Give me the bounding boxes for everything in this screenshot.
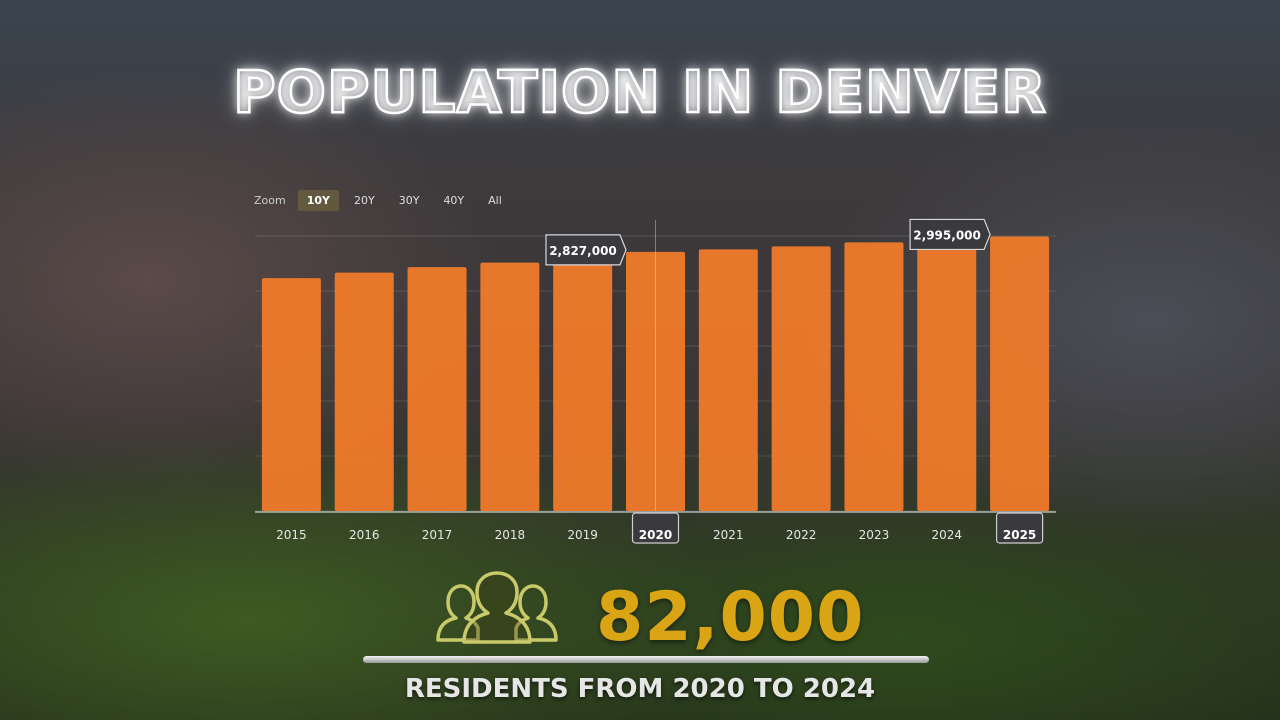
highlight-label-box	[995, 512, 1044, 544]
bar-2021[interactable]	[698, 249, 758, 511]
data-label: 2,995,000	[913, 228, 981, 242]
bar-2023[interactable]	[844, 242, 904, 511]
stat-value: 82,000	[596, 578, 865, 657]
x-tick-label: 2018	[495, 528, 526, 542]
zoom-40y-button[interactable]: 40Y	[443, 194, 465, 207]
zoom-selector: Zoom 10Y 20Y 30Y 40Y All	[254, 190, 511, 211]
bar-2017[interactable]	[407, 267, 467, 511]
chart-title: POPULATION IN DENVER	[232, 57, 1047, 128]
value-tooltip	[545, 234, 627, 266]
zoom-label: Zoom	[254, 194, 286, 207]
bar-2024[interactable]	[917, 239, 977, 511]
bar-2015[interactable]	[261, 278, 321, 511]
zoom-10y-button[interactable]: 10Y	[297, 190, 339, 211]
x-tick-label: 2019	[567, 528, 598, 542]
x-tick-label: 2016	[349, 528, 380, 542]
people-group-icon	[436, 571, 558, 644]
value-tooltip	[909, 218, 991, 251]
zoom-20y-button[interactable]: 20Y	[354, 194, 375, 207]
bar-2020[interactable]	[626, 251, 685, 511]
x-tick-label: 2022	[786, 528, 817, 542]
bar-2018[interactable]	[480, 262, 540, 511]
x-tick-label: 2021	[713, 528, 744, 542]
divider	[363, 656, 929, 663]
bar-2022[interactable]	[771, 246, 831, 511]
x-tick-label: 2015	[276, 528, 307, 542]
zoom-30y-button[interactable]: 30Y	[398, 194, 420, 207]
bar-2019[interactable]	[553, 258, 613, 511]
bar-2016[interactable]	[334, 272, 394, 511]
x-tick-label: 2023	[859, 528, 890, 542]
bar-2025[interactable]	[990, 236, 1050, 512]
x-tick-label: 2025	[1003, 528, 1036, 542]
zoom-all-button[interactable]: All	[488, 194, 502, 207]
highlight-label-box	[631, 512, 680, 544]
stat-caption: RESIDENTS FROM 2020 TO 2024	[404, 674, 876, 704]
x-tick-label: 2017	[422, 528, 453, 542]
data-label: 2,827,000	[549, 244, 617, 258]
x-tick-label: 2024	[931, 528, 962, 542]
x-tick-label: 2020	[639, 528, 672, 542]
